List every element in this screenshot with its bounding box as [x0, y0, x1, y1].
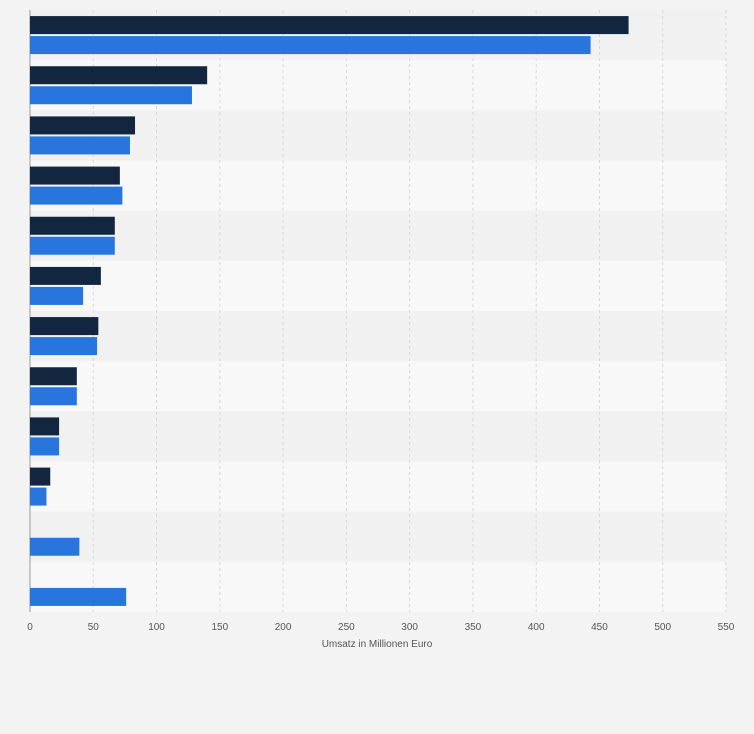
row-band [30, 461, 726, 512]
row-band [30, 411, 726, 462]
bar-series-2 [30, 337, 98, 356]
bar-series-2 [30, 437, 60, 456]
bar-series-2 [30, 487, 47, 506]
x-tick-label: 550 [718, 622, 735, 633]
bar-series-2 [30, 587, 127, 606]
bar-series-1 [30, 66, 208, 85]
bar-series-1 [30, 467, 51, 486]
row-band [30, 561, 726, 612]
row-band [30, 110, 726, 161]
bar-series-1 [30, 16, 629, 35]
row-bands [30, 10, 726, 612]
bar-series-1 [30, 367, 77, 386]
x-tick-label: 350 [465, 622, 482, 633]
x-tick-label: 100 [148, 622, 165, 633]
x-tick-label: 300 [401, 622, 418, 633]
bar-series-1 [30, 116, 136, 135]
x-tick-label: 200 [275, 622, 292, 633]
bar-series-2 [30, 36, 591, 55]
x-axis-title: Umsatz in Millionen Euro [322, 639, 433, 650]
bars [30, 16, 629, 606]
row-band [30, 260, 726, 311]
bar-series-1 [30, 317, 99, 336]
row-band [30, 160, 726, 211]
bar-series-2 [30, 387, 77, 406]
bar-series-2 [30, 186, 123, 205]
bar-series-2 [30, 86, 192, 105]
x-tick-label: 150 [211, 622, 228, 633]
bar-series-1 [30, 166, 120, 185]
x-tick-label: 0 [27, 622, 33, 633]
gridlines [92, 10, 727, 612]
bar-series-1 [30, 266, 101, 285]
x-tick-label: 450 [591, 622, 608, 633]
x-axis-ticks: 0 50 100 150 200 250 300 350 400 450 500 550 [27, 622, 735, 633]
x-tick-label: 500 [654, 622, 671, 633]
bar-series-1 [30, 216, 115, 235]
x-tick-label: 50 [88, 622, 100, 633]
bar-series-2 [30, 136, 130, 155]
bar-series-2 [30, 537, 80, 556]
x-tick-label: 250 [338, 622, 355, 633]
row-band [30, 511, 726, 562]
row-band [30, 361, 726, 412]
bar-series-2 [30, 236, 115, 255]
bar-series-2 [30, 286, 84, 305]
row-band [30, 311, 726, 362]
row-band [30, 210, 726, 261]
x-tick-label: 400 [528, 622, 545, 633]
bar-series-1 [30, 417, 60, 436]
